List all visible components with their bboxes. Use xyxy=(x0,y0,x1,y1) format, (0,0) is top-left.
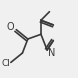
Text: N: N xyxy=(48,48,55,58)
Text: Cl: Cl xyxy=(1,59,10,68)
Text: O: O xyxy=(6,22,14,32)
